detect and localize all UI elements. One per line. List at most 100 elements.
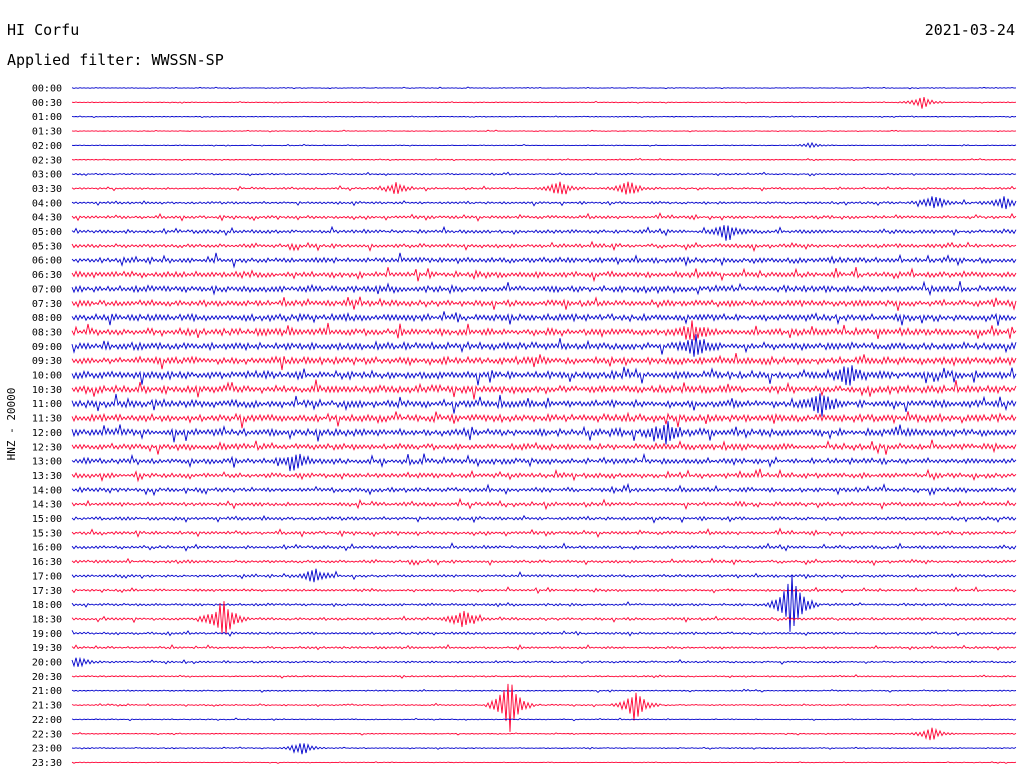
trace-line (71, 452, 1017, 472)
trace-time-label: 10:00 (32, 371, 62, 382)
trace-time-label: 14:30 (32, 500, 62, 511)
trace-line (71, 468, 1017, 483)
trace-time-label: 16:30 (32, 557, 62, 568)
trace-line (71, 141, 1017, 149)
trace-time-label: 02:00 (32, 141, 62, 152)
trace-time-label: 00:00 (32, 84, 62, 95)
trace-time-label: 07:30 (32, 299, 62, 310)
trace-time-label: 08:30 (32, 327, 62, 338)
trace-time-label: 03:30 (32, 184, 62, 195)
trace-time-label: 17:00 (32, 571, 62, 582)
trace-time-label: 12:00 (32, 428, 62, 439)
trace-line (71, 688, 1017, 694)
trace-line (71, 717, 1017, 722)
trace-line (71, 353, 1017, 371)
date-label: 2021-03-24 (924, 21, 1015, 39)
trace-line (71, 280, 1017, 297)
trace-time-label: 21:00 (32, 686, 62, 697)
trace-line (71, 296, 1017, 311)
station-title: HI Corfu (7, 21, 80, 39)
trace-line (71, 527, 1017, 538)
trace-line (71, 601, 1017, 634)
trace-time-label: 01:00 (32, 112, 62, 123)
trace-line (71, 240, 1017, 253)
trace-line (71, 568, 1017, 583)
trace-line (71, 334, 1017, 357)
trace-time-label: 18:00 (32, 600, 62, 611)
trace-line (71, 743, 1017, 755)
trace-line (71, 727, 1017, 741)
trace-time-label: 17:30 (32, 586, 62, 597)
trace-line (71, 575, 1017, 632)
trace-line (71, 761, 1017, 764)
trace-line (71, 542, 1017, 552)
trace-time-label: 11:30 (32, 414, 62, 425)
trace-line (71, 674, 1017, 679)
trace-time-label: 06:30 (32, 270, 62, 281)
trace-time-label: 13:00 (32, 457, 62, 468)
trace-time-label: 05:00 (32, 227, 62, 238)
trace-line (71, 115, 1017, 119)
trace-time-label: 03:00 (32, 170, 62, 181)
trace-time-label: 04:30 (32, 213, 62, 224)
trace-line (71, 557, 1017, 567)
trace-line (71, 157, 1017, 162)
trace-time-label: 19:30 (32, 643, 62, 654)
trace-line (71, 86, 1017, 90)
trace-time-label: 09:00 (32, 342, 62, 353)
trace-time-label: 15:30 (32, 528, 62, 539)
trace-time-label: 13:30 (32, 471, 62, 482)
trace-time-label: 22:00 (32, 715, 62, 726)
trace-line (71, 497, 1017, 511)
trace-line (71, 586, 1017, 595)
trace-line (71, 365, 1017, 386)
trace-line (71, 439, 1017, 455)
trace-line (71, 252, 1017, 269)
trace-line (71, 129, 1017, 133)
trace-line (71, 225, 1017, 241)
trace-time-label: 04:00 (32, 198, 62, 209)
trace-line (71, 181, 1017, 195)
trace-line (71, 379, 1017, 400)
trace-time-label: 00:30 (32, 98, 62, 109)
trace-line (71, 320, 1017, 341)
trace-line (71, 311, 1017, 326)
trace-time-label: 23:30 (32, 758, 62, 769)
trace-line (71, 411, 1017, 429)
trace-line (71, 656, 1017, 668)
trace-line (71, 683, 1017, 732)
trace-time-label: 23:00 (32, 744, 62, 755)
trace-line (71, 196, 1017, 210)
trace-time-label: 09:30 (32, 356, 62, 367)
trace-line (71, 630, 1017, 637)
trace-time-label: 12:30 (32, 442, 62, 453)
trace-time-label: 06:00 (32, 256, 62, 267)
trace-time-label: 01:30 (32, 127, 62, 138)
filter-label: Applied filter: WWSSN-SP (7, 51, 224, 69)
trace-time-label: 22:30 (32, 729, 62, 740)
trace-time-label: 07:00 (32, 284, 62, 295)
trace-time-label: 05:30 (32, 241, 62, 252)
trace-line (71, 267, 1017, 283)
trace-time-label: 15:00 (32, 514, 62, 525)
trace-time-label: 10:30 (32, 385, 62, 396)
trace-line (71, 171, 1017, 177)
trace-line (71, 97, 1017, 109)
trace-line (71, 421, 1017, 445)
trace-line (71, 482, 1017, 497)
trace-time-label: 18:30 (32, 614, 62, 625)
trace-line (71, 514, 1017, 524)
trace-time-label: 20:00 (32, 658, 62, 669)
trace-time-label: 16:00 (32, 543, 62, 554)
trace-time-label: 02:30 (32, 155, 62, 166)
trace-line (71, 393, 1017, 417)
trace-time-label: 08:00 (32, 313, 62, 324)
trace-line (71, 643, 1017, 651)
trace-time-label: 14:00 (32, 485, 62, 496)
channel-label: HNZ - 20000 (5, 388, 18, 461)
trace-line (71, 212, 1017, 222)
trace-time-label: 20:30 (32, 672, 62, 683)
trace-time-label: 21:30 (32, 701, 62, 712)
trace-time-label: 11:00 (32, 399, 62, 410)
